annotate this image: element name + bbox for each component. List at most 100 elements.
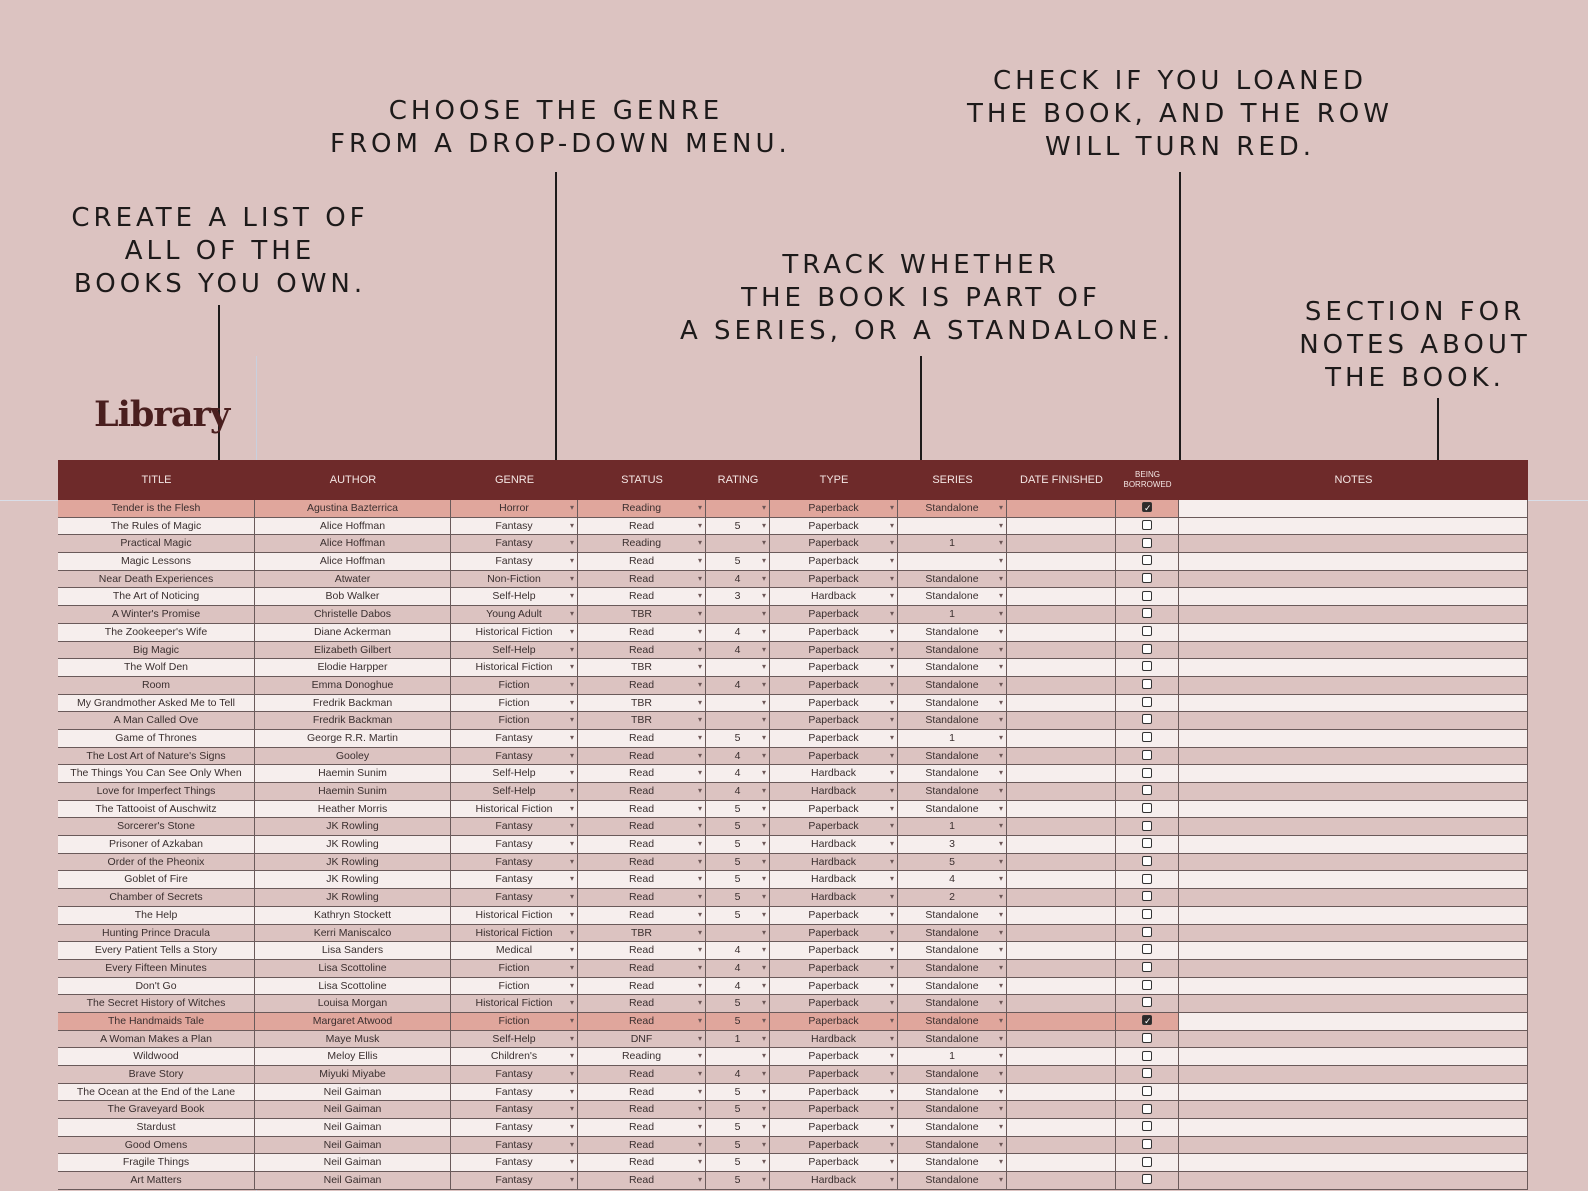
notes-cell[interactable] (1179, 694, 1528, 712)
author-cell[interactable]: Kathryn Stockett (255, 906, 451, 924)
series-dropdown[interactable]: Standalone (898, 1172, 1007, 1189)
date-finished-cell[interactable] (1007, 1172, 1116, 1189)
borrowed-checkbox[interactable] (1142, 1050, 1152, 1061)
series-dropdown[interactable]: Standalone (898, 1101, 1007, 1119)
type-dropdown[interactable]: Paperback (770, 641, 898, 659)
genre-dropdown[interactable]: Fantasy (451, 836, 578, 853)
title-cell[interactable]: The Ocean at the End of the Lane (58, 1083, 255, 1101)
borrowed-checkbox[interactable] (1142, 891, 1152, 902)
rating-dropdown[interactable]: 5 (706, 729, 770, 747)
notes-cell[interactable] (1179, 800, 1528, 818)
author-cell[interactable]: JK Rowling (255, 871, 451, 889)
status-dropdown[interactable]: Read (578, 853, 706, 871)
author-cell[interactable]: Agustina Bazterrica (255, 500, 451, 517)
genre-dropdown[interactable]: Medical (451, 942, 578, 959)
genre-dropdown[interactable]: Historical Fiction (451, 623, 578, 641)
author-cell[interactable]: George R.R. Martin (255, 729, 451, 747)
borrowed-checkbox[interactable] (1142, 749, 1152, 760)
series-dropdown[interactable]: 5 (898, 853, 1007, 871)
genre-dropdown[interactable]: Self-Help (451, 765, 578, 782)
title-cell[interactable]: The Handmaids Tale (58, 1012, 255, 1030)
author-cell[interactable]: JK Rowling (255, 853, 451, 871)
date-finished-cell[interactable] (1007, 623, 1116, 641)
title-cell[interactable]: Hunting Prince Dracula (58, 924, 255, 942)
series-dropdown[interactable]: Standalone (898, 712, 1007, 729)
series-dropdown[interactable]: 1 (898, 818, 1007, 836)
status-dropdown[interactable]: Read (578, 676, 706, 694)
genre-dropdown[interactable]: Fantasy (451, 517, 578, 535)
status-dropdown[interactable]: Reading (578, 1048, 706, 1065)
title-cell[interactable]: The Zookeeper's Wife (58, 623, 255, 641)
date-finished-cell[interactable] (1007, 659, 1116, 676)
notes-cell[interactable] (1179, 588, 1528, 606)
author-cell[interactable]: Elodie Harpper (255, 659, 451, 676)
date-finished-cell[interactable] (1007, 517, 1116, 535)
type-dropdown[interactable]: Paperback (770, 517, 898, 535)
status-dropdown[interactable]: Reading (578, 535, 706, 553)
rating-dropdown[interactable]: 1 (706, 1030, 770, 1048)
rating-dropdown[interactable]: 5 (706, 906, 770, 924)
type-dropdown[interactable]: Paperback (770, 818, 898, 836)
rating-dropdown[interactable]: 4 (706, 959, 770, 977)
rating-dropdown[interactable]: 5 (706, 1172, 770, 1189)
type-dropdown[interactable]: Hardback (770, 765, 898, 782)
genre-dropdown[interactable]: Fantasy (451, 1172, 578, 1189)
status-dropdown[interactable]: Read (578, 942, 706, 959)
status-dropdown[interactable]: Read (578, 1083, 706, 1101)
author-cell[interactable]: Christelle Dabos (255, 606, 451, 623)
borrowed-checkbox[interactable] (1142, 696, 1152, 707)
rating-dropdown[interactable]: 4 (706, 977, 770, 995)
date-finished-cell[interactable] (1007, 942, 1116, 959)
notes-cell[interactable] (1179, 889, 1528, 906)
rating-dropdown[interactable]: 5 (706, 1119, 770, 1136)
date-finished-cell[interactable] (1007, 1083, 1116, 1101)
type-dropdown[interactable]: Paperback (770, 942, 898, 959)
rating-dropdown[interactable]: 5 (706, 995, 770, 1012)
title-cell[interactable]: Chamber of Secrets (58, 889, 255, 906)
notes-cell[interactable] (1179, 517, 1528, 535)
borrowed-checkbox[interactable] (1142, 1032, 1152, 1043)
notes-cell[interactable] (1179, 659, 1528, 676)
series-dropdown[interactable]: 1 (898, 535, 1007, 553)
genre-dropdown[interactable]: Fantasy (451, 853, 578, 871)
genre-dropdown[interactable]: Self-Help (451, 588, 578, 606)
date-finished-cell[interactable] (1007, 924, 1116, 942)
borrowed-checkbox[interactable] (1142, 944, 1152, 955)
borrowed-checkbox[interactable] (1142, 802, 1152, 813)
notes-cell[interactable] (1179, 1066, 1528, 1083)
type-dropdown[interactable]: Paperback (770, 553, 898, 570)
genre-dropdown[interactable]: Historical Fiction (451, 800, 578, 818)
notes-cell[interactable] (1179, 1101, 1528, 1119)
borrowed-checkbox[interactable] (1142, 979, 1152, 990)
series-dropdown[interactable] (898, 553, 1007, 570)
borrowed-checkbox[interactable] (1142, 926, 1152, 937)
type-dropdown[interactable]: Paperback (770, 1154, 898, 1172)
genre-dropdown[interactable]: Self-Help (451, 641, 578, 659)
title-cell[interactable]: The Wolf Den (58, 659, 255, 676)
genre-dropdown[interactable]: Fantasy (451, 535, 578, 553)
type-dropdown[interactable]: Paperback (770, 570, 898, 588)
rating-dropdown[interactable] (706, 924, 770, 942)
type-dropdown[interactable]: Paperback (770, 1136, 898, 1154)
borrowed-checkbox[interactable] (1142, 962, 1152, 973)
type-dropdown[interactable]: Hardback (770, 1030, 898, 1048)
series-dropdown[interactable]: Standalone (898, 641, 1007, 659)
genre-dropdown[interactable]: Fantasy (451, 729, 578, 747)
notes-cell[interactable] (1179, 906, 1528, 924)
notes-cell[interactable] (1179, 818, 1528, 836)
date-finished-cell[interactable] (1007, 871, 1116, 889)
notes-cell[interactable] (1179, 1030, 1528, 1048)
notes-cell[interactable] (1179, 959, 1528, 977)
title-cell[interactable]: Big Magic (58, 641, 255, 659)
series-dropdown[interactable]: 1 (898, 729, 1007, 747)
genre-dropdown[interactable]: Fiction (451, 959, 578, 977)
series-dropdown[interactable]: Standalone (898, 977, 1007, 995)
type-dropdown[interactable]: Paperback (770, 1101, 898, 1119)
series-dropdown[interactable]: Standalone (898, 959, 1007, 977)
rating-dropdown[interactable] (706, 659, 770, 676)
series-dropdown[interactable]: 1 (898, 1048, 1007, 1065)
notes-cell[interactable] (1179, 712, 1528, 729)
title-cell[interactable]: Tender is the Flesh (58, 500, 255, 517)
genre-dropdown[interactable]: Self-Help (451, 783, 578, 800)
type-dropdown[interactable]: Paperback (770, 729, 898, 747)
